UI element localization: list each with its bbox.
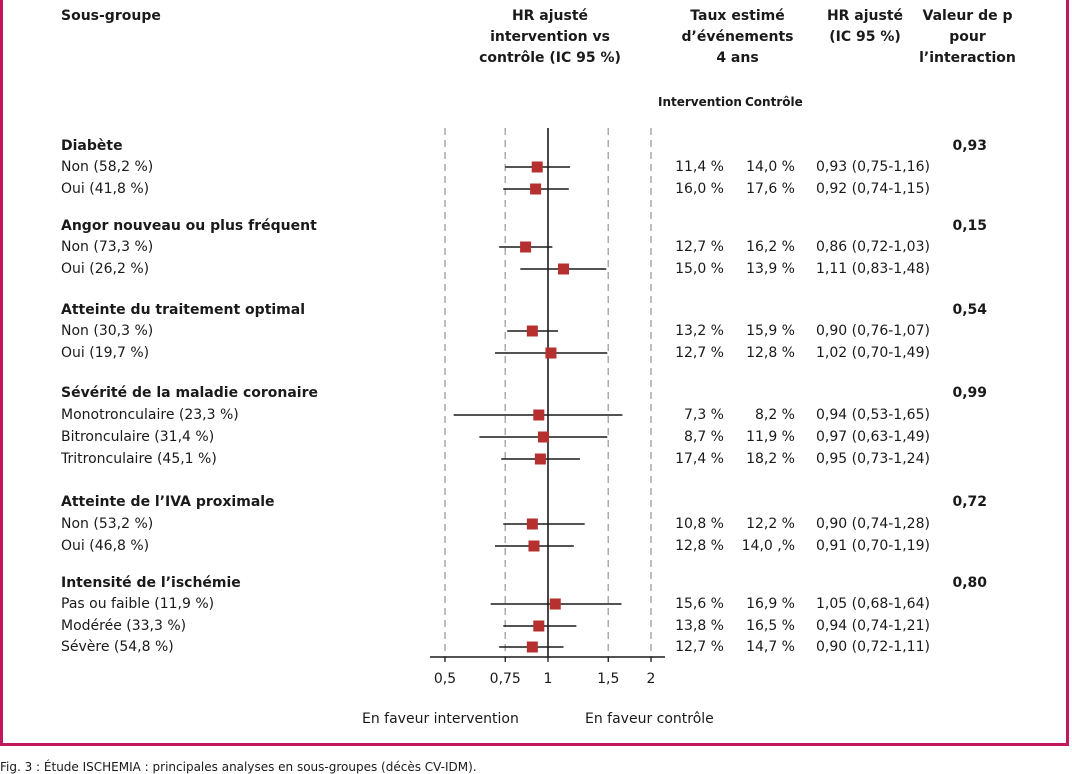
control-rate: 14,0 ,% bbox=[741, 538, 795, 554]
control-rate: 18,2 % bbox=[746, 451, 795, 467]
header-hr-plot: HR ajusté intervention vs contrôle (IC 95 … bbox=[479, 8, 621, 66]
intervention-rate: 12,7 % bbox=[675, 239, 724, 255]
subgroup-label: Oui (19,7 %) bbox=[61, 345, 150, 361]
hr-ci-text: 0,94 (0,53-1,65) bbox=[816, 407, 930, 423]
subgroup-label: Non (73,3 %) bbox=[61, 239, 154, 255]
intervention-rate: 8,7 % bbox=[683, 429, 724, 445]
header-event-rate: Taux estimé d’événements 4 ans bbox=[681, 8, 794, 66]
group-label: Sévérité de la maladie coronaire bbox=[61, 385, 318, 401]
intervention-rate: 15,6 % bbox=[675, 596, 724, 612]
hr-ci-text: 0,95 (0,73-1,24) bbox=[816, 451, 930, 467]
hr-ci-text: 1,11 (0,83-1,48) bbox=[816, 261, 930, 277]
x-tick-label: 0,5 bbox=[434, 671, 456, 687]
hr-marker bbox=[526, 325, 538, 337]
subgroup-label: Sévère (54,8 %) bbox=[61, 639, 174, 655]
intervention-rate: 7,3 % bbox=[683, 407, 724, 423]
hr-ci-text: 0,93 (0,75-1,16) bbox=[816, 159, 930, 175]
control-rate: 8,2 % bbox=[754, 407, 795, 423]
hr-marker bbox=[530, 183, 542, 195]
p-value: 0,80 bbox=[952, 575, 987, 591]
hr-marker bbox=[549, 598, 561, 610]
hr-ci-text: 0,90 (0,74-1,28) bbox=[816, 516, 930, 532]
control-rate: 16,2 % bbox=[746, 239, 795, 255]
hr-marker bbox=[526, 518, 538, 530]
intervention-rate: 11,4 % bbox=[675, 159, 724, 175]
hr-ci-text: 0,97 (0,63-1,49) bbox=[816, 429, 930, 445]
x-tick-label: 1 bbox=[544, 671, 553, 687]
subgroup-label: Monotronculaire (23,3 %) bbox=[61, 407, 239, 423]
control-rate: 11,9 % bbox=[746, 429, 795, 445]
intervention-rate: 10,8 % bbox=[675, 516, 724, 532]
hr-ci-text: 0,94 (0,74-1,21) bbox=[816, 618, 930, 634]
intervention-rate: 13,2 % bbox=[675, 323, 724, 339]
hr-marker bbox=[545, 347, 557, 359]
control-rate: 12,8 % bbox=[746, 345, 795, 361]
control-rate: 16,5 % bbox=[746, 618, 795, 634]
subgroup-label: Modérée (33,3 %) bbox=[61, 618, 187, 634]
hr-marker bbox=[531, 161, 543, 173]
hr-ci-text: 1,02 (0,70-1,49) bbox=[816, 345, 930, 361]
p-value: 0,15 bbox=[952, 218, 987, 234]
control-rate: 17,6 % bbox=[746, 181, 795, 197]
header-p-value: Valeur de p pour l’interaction bbox=[919, 8, 1016, 66]
intervention-rate: 15,0 % bbox=[675, 261, 724, 277]
control-rate: 12,2 % bbox=[746, 516, 795, 532]
intervention-rate: 17,4 % bbox=[675, 451, 724, 467]
hr-marker bbox=[533, 409, 545, 421]
hr-marker bbox=[526, 641, 538, 653]
hr-marker bbox=[537, 431, 549, 443]
x-tick-label: 0,75 bbox=[490, 671, 521, 687]
subgroup-label: Tritronculaire (45,1 %) bbox=[61, 451, 217, 467]
x-tick-label: 2 bbox=[647, 671, 656, 687]
hr-ci-text: 0,91 (0,70-1,19) bbox=[816, 538, 930, 554]
intervention-rate: 12,7 % bbox=[675, 345, 724, 361]
favor-intervention-label: En faveur intervention bbox=[362, 711, 519, 727]
hr-marker bbox=[558, 263, 570, 275]
intervention-rate: 13,8 % bbox=[675, 618, 724, 634]
header-hr-adjusted: HR ajusté (IC 95 %) bbox=[826, 8, 904, 45]
intervention-rate: 16,0 % bbox=[675, 181, 724, 197]
hr-marker bbox=[533, 620, 545, 632]
x-tick-label: 1,5 bbox=[597, 671, 619, 687]
header-control: Contrôle bbox=[745, 95, 803, 109]
subgroup-label: Non (53,2 %) bbox=[61, 516, 154, 532]
hr-ci-text: 1,05 (0,68-1,64) bbox=[816, 596, 930, 612]
control-rate: 15,9 % bbox=[746, 323, 795, 339]
hr-ci-text: 0,86 (0,72-1,03) bbox=[816, 239, 930, 255]
group-label: Intensité de l’ischémie bbox=[61, 575, 241, 591]
intervention-rate: 12,8 % bbox=[675, 538, 724, 554]
subgroup-label: Non (58,2 %) bbox=[61, 159, 154, 175]
control-rate: 13,9 % bbox=[746, 261, 795, 277]
p-value: 0,72 bbox=[952, 494, 987, 510]
hr-ci-text: 0,90 (0,76-1,07) bbox=[816, 323, 930, 339]
control-rate: 14,7 % bbox=[746, 639, 795, 655]
hr-ci-text: 0,90 (0,72-1,11) bbox=[816, 639, 930, 655]
hr-marker bbox=[528, 540, 540, 552]
header-intervention: Intervention bbox=[658, 95, 742, 109]
p-value: 0,54 bbox=[952, 302, 987, 318]
forest-plot: 0,5 0,75 1 1,5 2 bbox=[430, 128, 665, 687]
figure-frame bbox=[0, 0, 1069, 746]
subgroup-label: Oui (26,2 %) bbox=[61, 261, 150, 277]
p-value: 0,93 bbox=[952, 138, 987, 154]
hr-marker bbox=[520, 241, 532, 253]
subgroup-label: Bitronculaire (31,4 %) bbox=[61, 429, 215, 445]
figure-caption: Fig. 3 : Étude ISCHEMIA : principales an… bbox=[0, 760, 477, 774]
control-rate: 16,9 % bbox=[746, 596, 795, 612]
hr-ci-text: 0,92 (0,74-1,15) bbox=[816, 181, 930, 197]
group-label: Angor nouveau ou plus fréquent bbox=[61, 218, 317, 234]
group-label: Atteinte du traitement optimal bbox=[61, 302, 306, 318]
subgroup-label: Pas ou faible (11,9 %) bbox=[61, 596, 215, 612]
subgroup-label: Oui (46,8 %) bbox=[61, 538, 150, 554]
group-label: Atteinte de l’IVA proximale bbox=[61, 494, 275, 510]
hr-marker bbox=[534, 453, 546, 465]
subgroup-label: Oui (41,8 %) bbox=[61, 181, 150, 197]
group-label: Diabète bbox=[61, 138, 123, 154]
header-subgroup: Sous-groupe bbox=[61, 8, 161, 24]
intervention-rate: 12,7 % bbox=[675, 639, 724, 655]
subgroup-label: Non (30,3 %) bbox=[61, 323, 154, 339]
p-value: 0,99 bbox=[952, 385, 987, 401]
favor-control-label: En faveur contrôle bbox=[585, 711, 714, 727]
control-rate: 14,0 % bbox=[746, 159, 795, 175]
